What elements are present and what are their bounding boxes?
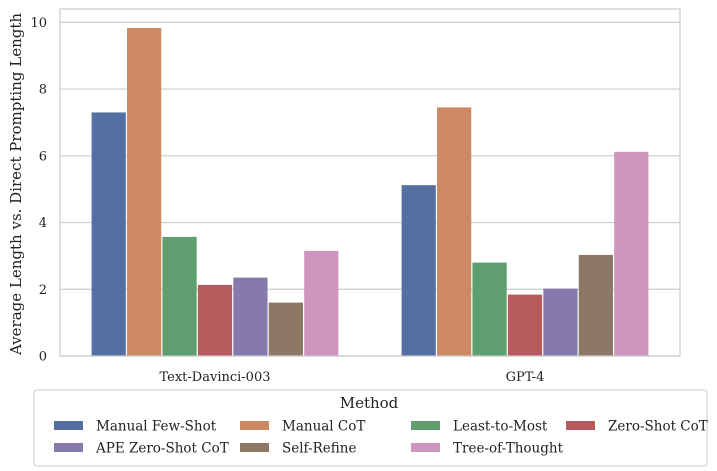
legend-swatch bbox=[240, 443, 269, 452]
y-tick-label: 0 bbox=[39, 350, 47, 365]
bar-self-refine-gpt-4 bbox=[578, 254, 613, 356]
bar-zero-shot-cot-text-davinci-003 bbox=[197, 284, 233, 356]
x-tick-label: GPT-4 bbox=[506, 370, 545, 385]
legend-label: Manual CoT bbox=[282, 419, 365, 435]
bar-ape-zero-shot-cot-gpt-4 bbox=[543, 288, 578, 356]
bar-least-to-most-gpt-4 bbox=[472, 262, 507, 356]
y-tick-label: 4 bbox=[39, 216, 47, 231]
bar-least-to-most-text-davinci-003 bbox=[162, 236, 197, 356]
legend-swatch bbox=[240, 421, 269, 430]
legend-label: Self-Refine bbox=[282, 441, 356, 457]
bar-tree-of-thought-gpt-4 bbox=[614, 151, 649, 356]
bar-manual-few-shot-text-davinci-003 bbox=[91, 112, 126, 356]
legend-items: Manual Few-Shot Manual CoT Least-to-Most Ze… bbox=[54, 419, 708, 457]
legend-label: Least-to-Most bbox=[453, 419, 548, 435]
legend: Method Manual Few-Shot Manual CoT Least-to… bbox=[33, 389, 708, 467]
bars-group bbox=[91, 28, 649, 356]
legend-label: Zero-Shot CoT bbox=[608, 419, 708, 435]
legend-label: APE Zero-Shot CoT bbox=[95, 441, 229, 457]
y-tick-label: 6 bbox=[39, 149, 47, 164]
bar-manual-cot-gpt-4 bbox=[437, 107, 472, 356]
legend-label: Manual Few-Shot bbox=[96, 419, 217, 435]
y-axis-label: Average Length vs. Direct Prompting Leng… bbox=[7, 13, 25, 356]
bar-self-refine-text-davinci-003 bbox=[268, 302, 303, 356]
legend-frame bbox=[33, 389, 708, 467]
legend-swatch bbox=[411, 421, 440, 430]
bar-manual-cot-text-davinci-003 bbox=[127, 28, 162, 356]
bar-tree-of-thought-text-davinci-003 bbox=[304, 250, 339, 356]
bar-manual-few-shot-gpt-4 bbox=[401, 185, 436, 356]
legend-swatch bbox=[566, 421, 595, 430]
legend-swatch bbox=[54, 421, 83, 430]
y-tick-labels: 0 2 4 6 8 10 bbox=[30, 16, 47, 365]
legend-swatch bbox=[54, 443, 83, 452]
y-tick-label: 8 bbox=[39, 83, 47, 98]
plot-frame bbox=[59, 8, 681, 357]
legend-swatch bbox=[411, 443, 440, 452]
x-tick-labels: Text-Davinci-003 GPT-4 bbox=[160, 370, 545, 385]
bar-ape-zero-shot-cot-text-davinci-003 bbox=[233, 277, 268, 356]
y-tick-label: 2 bbox=[39, 283, 47, 298]
x-tick-label: Text-Davinci-003 bbox=[160, 370, 271, 385]
y-tick-label: 10 bbox=[30, 16, 47, 31]
legend-label: Tree-of-Thought bbox=[453, 441, 564, 457]
legend-title: Method bbox=[340, 394, 399, 412]
bar-zero-shot-cot-gpt-4 bbox=[507, 294, 543, 356]
